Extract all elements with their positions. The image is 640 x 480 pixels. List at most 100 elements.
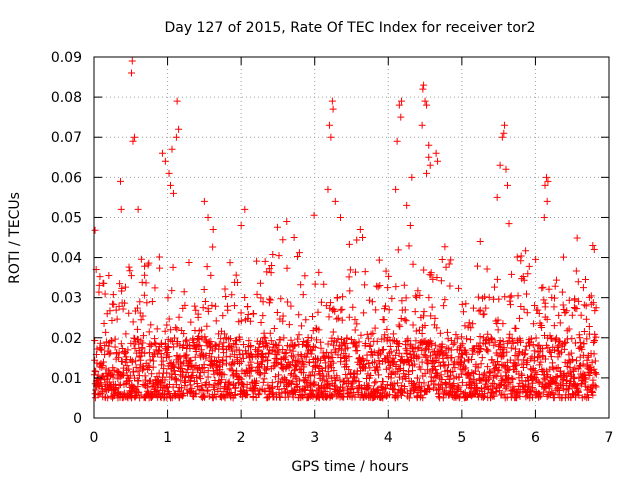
data-point	[504, 366, 512, 374]
data-point	[195, 332, 203, 340]
data-point	[514, 292, 522, 300]
data-point	[534, 354, 542, 362]
x-tick-label: 6	[531, 430, 540, 446]
data-point	[320, 376, 328, 384]
data-point	[386, 343, 394, 351]
data-point	[421, 321, 429, 329]
data-point	[500, 352, 508, 360]
data-point	[560, 253, 568, 261]
data-point	[589, 299, 597, 307]
data-point	[389, 330, 397, 338]
data-point	[160, 365, 168, 373]
data-point	[300, 386, 308, 394]
data-point	[574, 278, 582, 286]
data-point	[92, 367, 100, 375]
data-point	[375, 371, 383, 379]
data-point	[219, 312, 227, 320]
plot-frame	[93, 56, 610, 419]
data-point	[592, 304, 600, 312]
data-point	[205, 392, 213, 400]
data-point	[325, 362, 333, 370]
data-point	[105, 272, 113, 280]
data-point	[138, 345, 146, 353]
data-point	[161, 327, 169, 335]
data-point	[591, 369, 599, 377]
data-point	[220, 330, 228, 338]
data-point	[286, 346, 294, 354]
data-point	[561, 339, 569, 347]
data-point	[140, 364, 148, 372]
data-point	[353, 347, 361, 355]
data-point	[99, 358, 107, 366]
data-point	[548, 335, 556, 343]
data-point	[407, 340, 415, 348]
x-tick-label: 0	[90, 430, 99, 446]
data-point	[116, 177, 124, 185]
data-point	[469, 320, 477, 328]
data-point	[503, 383, 511, 391]
data-point	[302, 316, 310, 324]
data-point	[289, 377, 297, 385]
data-point	[559, 301, 567, 309]
data-point	[121, 350, 129, 358]
y-tick-label: 0.06	[51, 170, 82, 186]
data-point	[522, 247, 530, 255]
data-point	[563, 307, 571, 315]
data-point	[462, 300, 470, 308]
data-point	[343, 334, 351, 342]
data-point	[200, 197, 208, 205]
data-point	[222, 292, 230, 300]
data-point	[273, 358, 281, 366]
data-point	[165, 169, 173, 177]
data-point	[119, 305, 127, 313]
data-point	[451, 364, 459, 372]
data-point	[589, 391, 597, 399]
data-point	[572, 357, 580, 365]
data-point	[110, 300, 118, 308]
data-point	[367, 372, 375, 380]
data-point	[279, 346, 287, 354]
data-point	[212, 302, 220, 310]
x-tick-label: 1	[163, 430, 172, 446]
data-point	[230, 302, 238, 310]
data-point	[313, 336, 321, 344]
data-point	[324, 185, 332, 193]
data-point	[516, 392, 524, 400]
data-point	[570, 373, 578, 381]
data-point	[572, 267, 580, 275]
data-point	[207, 271, 215, 279]
data-point	[315, 268, 323, 276]
data-point	[194, 342, 202, 350]
data-point	[424, 381, 432, 389]
data-point	[454, 284, 462, 292]
data-point	[394, 379, 402, 387]
data-point	[431, 380, 439, 388]
data-point	[362, 339, 370, 347]
data-point	[494, 326, 502, 334]
data-point	[580, 301, 588, 309]
data-point	[446, 282, 454, 290]
data-point	[512, 325, 520, 333]
data-point	[523, 361, 531, 369]
data-point	[577, 311, 585, 319]
data-point	[583, 335, 591, 343]
data-point	[416, 386, 424, 394]
data-point	[289, 353, 297, 361]
data-point	[365, 296, 373, 304]
data-point	[328, 97, 336, 105]
data-point	[126, 267, 134, 275]
data-point	[544, 177, 552, 185]
data-point	[434, 157, 442, 165]
data-point	[349, 378, 357, 386]
data-point	[182, 369, 190, 377]
data-point	[376, 281, 384, 289]
data-point	[535, 310, 543, 318]
data-point	[202, 351, 210, 359]
data-point	[179, 341, 187, 349]
data-point	[495, 366, 503, 374]
data-point	[337, 346, 345, 354]
data-point	[540, 213, 548, 221]
data-point	[427, 312, 435, 320]
data-point	[573, 234, 581, 242]
data-point	[106, 349, 114, 357]
